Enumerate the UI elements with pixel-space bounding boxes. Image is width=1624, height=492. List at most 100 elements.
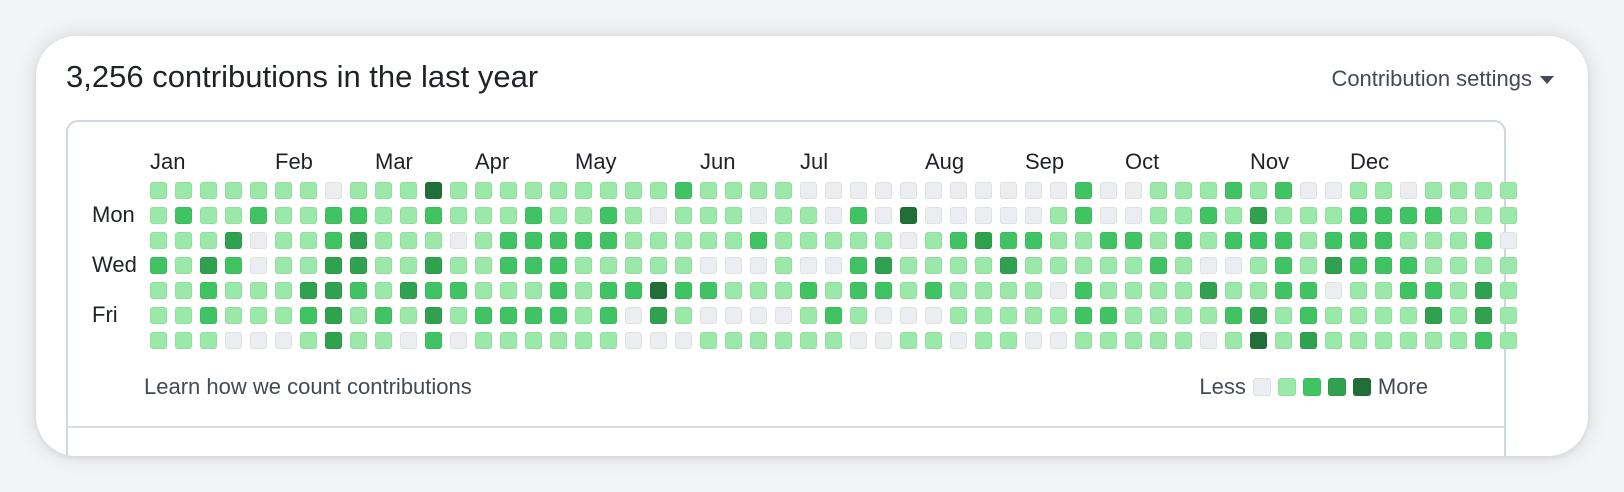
contribution-day-cell[interactable] (975, 257, 992, 274)
contribution-day-cell[interactable] (1250, 332, 1267, 349)
contribution-day-cell[interactable] (275, 332, 292, 349)
contribution-day-cell[interactable] (850, 307, 867, 324)
contribution-day-cell[interactable] (150, 257, 167, 274)
contribution-day-cell[interactable] (750, 232, 767, 249)
contribution-day-cell[interactable] (1375, 207, 1392, 224)
contribution-day-cell[interactable] (975, 332, 992, 349)
contribution-day-cell[interactable] (1050, 282, 1067, 299)
contribution-day-cell[interactable] (1000, 257, 1017, 274)
contribution-day-cell[interactable] (425, 257, 442, 274)
contribution-day-cell[interactable] (950, 232, 967, 249)
contribution-day-cell[interactable] (300, 182, 317, 199)
contribution-day-cell[interactable] (150, 232, 167, 249)
contribution-day-cell[interactable] (800, 332, 817, 349)
contribution-day-cell[interactable] (1450, 232, 1467, 249)
contribution-day-cell[interactable] (800, 282, 817, 299)
contribution-day-cell[interactable] (1500, 257, 1517, 274)
contribution-day-cell[interactable] (775, 182, 792, 199)
contribution-day-cell[interactable] (1100, 182, 1117, 199)
contribution-day-cell[interactable] (1425, 207, 1442, 224)
contribution-day-cell[interactable] (775, 307, 792, 324)
contribution-day-cell[interactable] (575, 257, 592, 274)
contribution-day-cell[interactable] (200, 182, 217, 199)
contribution-day-cell[interactable] (525, 207, 542, 224)
contribution-day-cell[interactable] (850, 232, 867, 249)
contribution-day-cell[interactable] (1475, 282, 1492, 299)
contribution-day-cell[interactable] (1050, 207, 1067, 224)
contribution-day-cell[interactable] (625, 332, 642, 349)
contribution-day-cell[interactable] (1200, 257, 1217, 274)
contribution-day-cell[interactable] (725, 232, 742, 249)
contribution-day-cell[interactable] (975, 232, 992, 249)
contribution-day-cell[interactable] (450, 232, 467, 249)
contribution-day-cell[interactable] (900, 307, 917, 324)
contribution-day-cell[interactable] (675, 307, 692, 324)
contribution-day-cell[interactable] (1350, 182, 1367, 199)
contribution-day-cell[interactable] (925, 282, 942, 299)
contribution-day-cell[interactable] (450, 282, 467, 299)
contribution-day-cell[interactable] (1375, 307, 1392, 324)
contribution-settings-button[interactable]: Contribution settings (1331, 66, 1554, 92)
contribution-day-cell[interactable] (650, 307, 667, 324)
contribution-day-cell[interactable] (325, 257, 342, 274)
contribution-day-cell[interactable] (875, 257, 892, 274)
contribution-day-cell[interactable] (550, 257, 567, 274)
contribution-day-cell[interactable] (1175, 182, 1192, 199)
contribution-day-cell[interactable] (475, 332, 492, 349)
contribution-day-cell[interactable] (1075, 282, 1092, 299)
contribution-day-cell[interactable] (175, 282, 192, 299)
contribution-day-cell[interactable] (675, 282, 692, 299)
contribution-day-cell[interactable] (225, 282, 242, 299)
contribution-day-cell[interactable] (1300, 307, 1317, 324)
contribution-day-cell[interactable] (650, 257, 667, 274)
contribution-day-cell[interactable] (1325, 257, 1342, 274)
contribution-day-cell[interactable] (675, 332, 692, 349)
contribution-day-cell[interactable] (325, 232, 342, 249)
contribution-day-cell[interactable] (1225, 207, 1242, 224)
contribution-day-cell[interactable] (1325, 182, 1342, 199)
contribution-day-cell[interactable] (1050, 307, 1067, 324)
contribution-day-cell[interactable] (900, 207, 917, 224)
contribution-day-cell[interactable] (350, 182, 367, 199)
contribution-day-cell[interactable] (1400, 207, 1417, 224)
contribution-day-cell[interactable] (250, 257, 267, 274)
contribution-day-cell[interactable] (775, 332, 792, 349)
contribution-day-cell[interactable] (325, 207, 342, 224)
contribution-day-cell[interactable] (1425, 282, 1442, 299)
contribution-day-cell[interactable] (750, 282, 767, 299)
contribution-day-cell[interactable] (975, 207, 992, 224)
contribution-day-cell[interactable] (350, 232, 367, 249)
contribution-day-cell[interactable] (900, 257, 917, 274)
contribution-day-cell[interactable] (475, 282, 492, 299)
contribution-day-cell[interactable] (700, 257, 717, 274)
contribution-day-cell[interactable] (1350, 232, 1367, 249)
contribution-day-cell[interactable] (1000, 282, 1017, 299)
contribution-day-cell[interactable] (500, 207, 517, 224)
contribution-day-cell[interactable] (375, 182, 392, 199)
contribution-day-cell[interactable] (1450, 282, 1467, 299)
contribution-day-cell[interactable] (1475, 332, 1492, 349)
contribution-day-cell[interactable] (150, 207, 167, 224)
contribution-day-cell[interactable] (875, 332, 892, 349)
contribution-day-cell[interactable] (575, 307, 592, 324)
contribution-day-cell[interactable] (800, 182, 817, 199)
contribution-day-cell[interactable] (375, 257, 392, 274)
contribution-day-cell[interactable] (1450, 207, 1467, 224)
contribution-day-cell[interactable] (700, 282, 717, 299)
contribution-day-cell[interactable] (925, 232, 942, 249)
contribution-day-cell[interactable] (1325, 332, 1342, 349)
contribution-day-cell[interactable] (200, 307, 217, 324)
contribution-day-cell[interactable] (975, 182, 992, 199)
contribution-day-cell[interactable] (175, 182, 192, 199)
contribution-day-cell[interactable] (1025, 307, 1042, 324)
contribution-day-cell[interactable] (350, 207, 367, 224)
contribution-day-cell[interactable] (1000, 332, 1017, 349)
contribution-day-cell[interactable] (1325, 282, 1342, 299)
contribution-day-cell[interactable] (1200, 232, 1217, 249)
contribution-day-cell[interactable] (1100, 207, 1117, 224)
contribution-day-cell[interactable] (375, 232, 392, 249)
contribution-day-cell[interactable] (1050, 182, 1067, 199)
contribution-day-cell[interactable] (1225, 232, 1242, 249)
contribution-day-cell[interactable] (1450, 332, 1467, 349)
contribution-day-cell[interactable] (1000, 232, 1017, 249)
